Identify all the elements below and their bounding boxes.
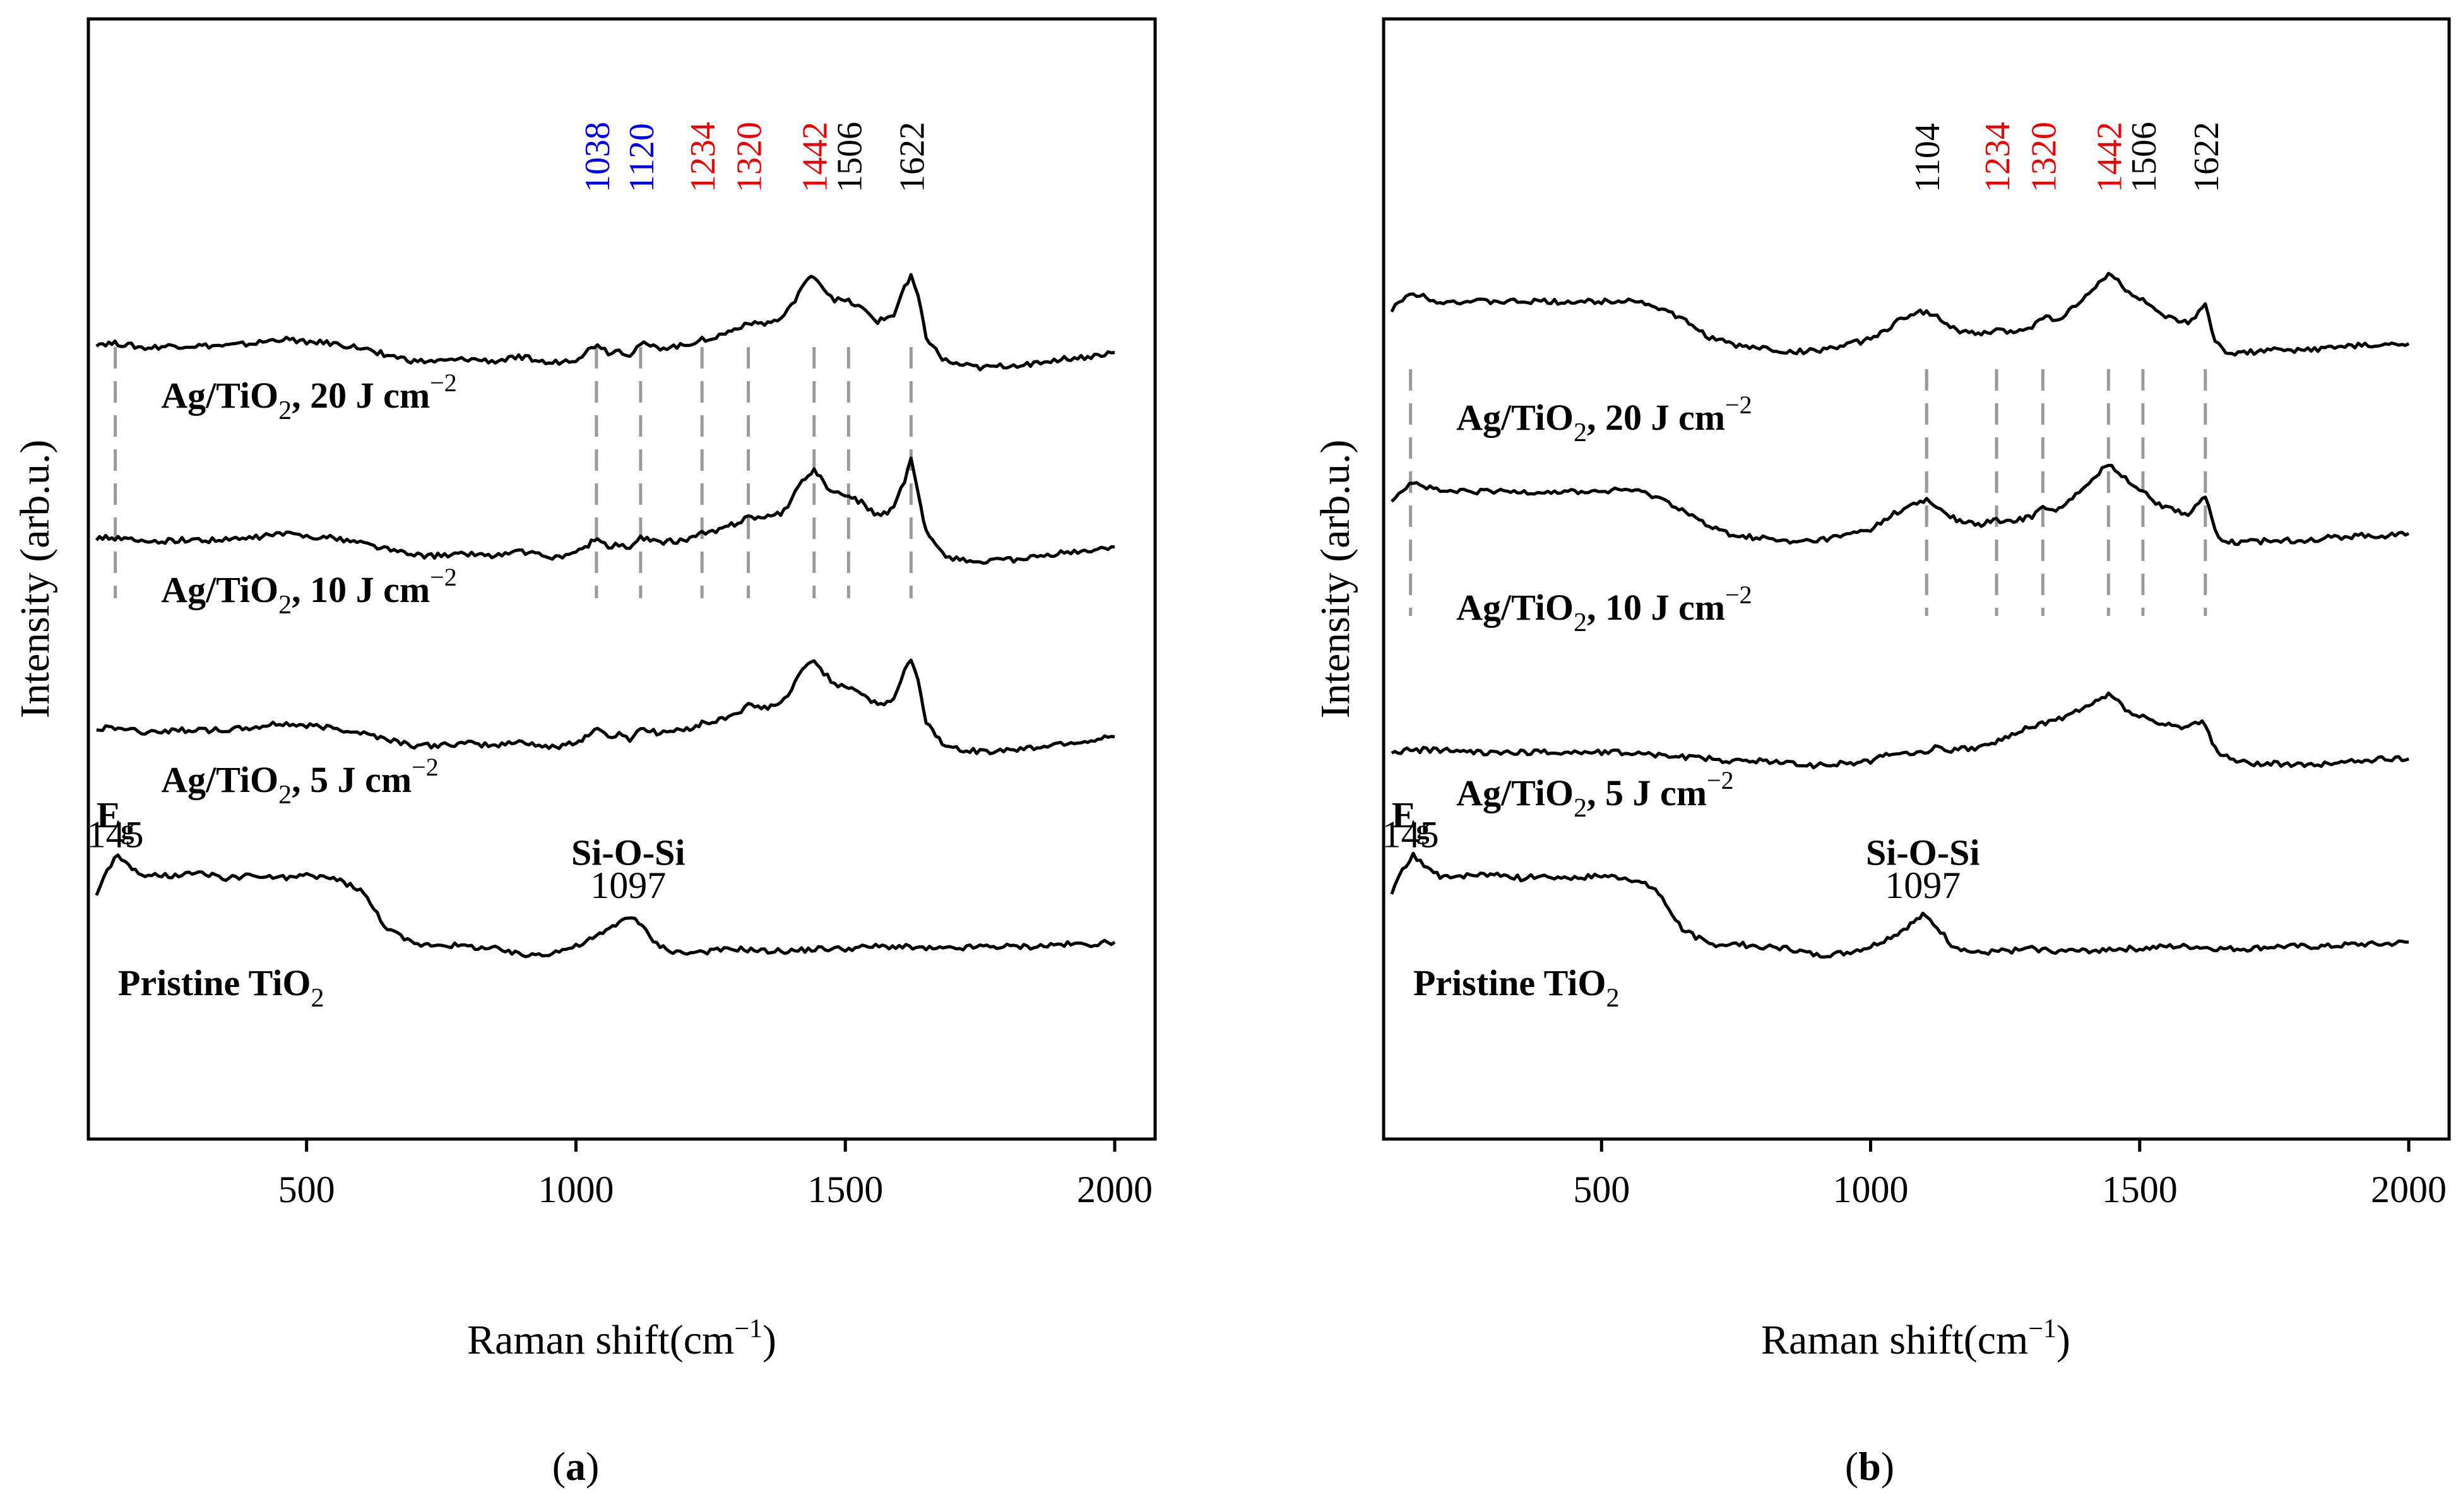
x-tick-label: 1000 (538, 1169, 614, 1210)
annotation: 1097 (1885, 865, 1961, 906)
x-tick-label: 1000 (1833, 1169, 1909, 1210)
series-label: Ag/TiO2, 5 J cm−2 (1456, 766, 1734, 823)
x-axis-label: Raman shift(cm−1) (1761, 1314, 2070, 1363)
panel-b: 500 1000 1500 2000 Raman shift(cm−1) Intensit… (1312, 17, 2451, 1489)
peak-label: 1320 (2024, 122, 2063, 192)
peak-label: 1038 (578, 122, 617, 192)
x-tick-label: 1500 (807, 1169, 883, 1210)
series-label: Pristine TiO2 (118, 962, 324, 1013)
panel-label: (a) (552, 1444, 600, 1489)
panel-label: (b) (1845, 1444, 1894, 1489)
series-label: Ag/TiO2, 20 J cm−2 (161, 369, 457, 425)
series-label: Pristine TiO2 (1413, 962, 1620, 1013)
peak-label: 1622 (893, 122, 932, 192)
annotation: Eg (1392, 794, 1430, 845)
x-tick-label: 2000 (2371, 1169, 2447, 1210)
spectrum-20 (1390, 271, 2410, 357)
peak-label: 1506 (2125, 122, 2164, 192)
x-tick-label: 500 (278, 1169, 335, 1210)
peak-label: 1622 (2187, 122, 2226, 192)
peak-label: 1234 (1978, 122, 2017, 192)
spectrum-pristine (1390, 851, 2409, 959)
annotation: 145 (87, 814, 144, 856)
peak-label: 1120 (622, 123, 662, 192)
peak-label: 1442 (796, 122, 835, 192)
series-label: Ag/TiO2, 20 J cm−2 (1456, 391, 1752, 447)
y-axis-label: Intensity (arb.u.) (1312, 440, 1358, 719)
peak-label: 1442 (2090, 122, 2129, 192)
annotation: 1097 (590, 865, 666, 906)
spectrum-10 (1391, 464, 2410, 546)
x-tick-label: 2000 (1077, 1169, 1153, 1210)
spectrum-10 (95, 456, 1115, 565)
annotation: Si-O-Si (1866, 832, 1980, 873)
spectrum-20 (95, 273, 1115, 372)
x-tick-label: 1500 (2102, 1169, 2178, 1210)
series-label: Ag/TiO2, 10 J cm−2 (1456, 581, 1752, 637)
peak-label: 1104 (1908, 123, 1947, 192)
plot-frame (1382, 17, 2451, 1141)
panel-a: 500 1000 1500 2000 Raman shift(cm−1) Intensit… (12, 17, 1157, 1489)
y-axis-label: Intensity (arb.u.) (12, 440, 58, 719)
x-tick-label: 500 (1573, 1169, 1630, 1210)
spectrum-5 (96, 658, 1115, 755)
x-axis-label: Raman shift(cm−1) (467, 1314, 776, 1363)
peak-label: 1234 (684, 122, 723, 192)
plot-frame (86, 17, 1157, 1141)
peak-label: 1320 (730, 122, 769, 192)
series-label: Ag/TiO2, 5 J cm−2 (161, 753, 439, 810)
series-label: Ag/TiO2, 10 J cm−2 (161, 563, 457, 620)
spectrum-5 (1391, 691, 2410, 770)
peak-label: 1506 (830, 122, 869, 192)
spectrum-pristine (95, 853, 1116, 959)
annotation: 145 (1382, 814, 1439, 856)
annotation: Eg (97, 794, 134, 845)
annotation: Si-O-Si (571, 832, 685, 873)
